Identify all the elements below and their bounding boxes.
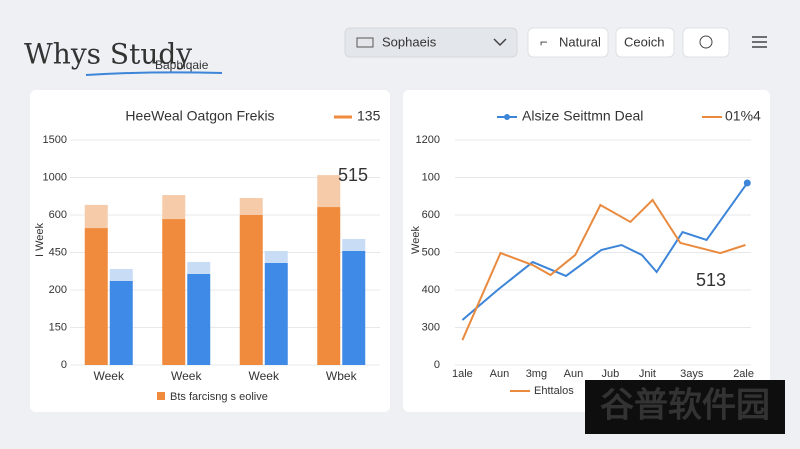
icon	[699, 35, 713, 49]
line	[461, 182, 749, 321]
legend-marker	[504, 114, 510, 120]
bar	[239, 215, 263, 365]
y-tick-label: 1000	[43, 171, 67, 183]
line	[461, 198, 746, 341]
button[interactable]	[527, 27, 609, 58]
x-tick-label: Week	[171, 369, 202, 383]
x-tick-label: Jub	[602, 368, 620, 380]
bar	[187, 273, 211, 365]
x-tick-label: 3mg	[526, 368, 547, 380]
y-tick-label: 450	[49, 246, 67, 258]
legend-note: Ehttalos	[534, 385, 574, 397]
legend-label: Alsize Seittmn Deal	[522, 108, 643, 124]
bar	[162, 219, 186, 365]
x-tick-label: Aun	[564, 368, 584, 380]
underline	[85, 71, 223, 76]
bar	[109, 281, 133, 365]
legend-label: Bts farcisng s eolive	[170, 391, 268, 403]
bar	[162, 195, 186, 220]
y-tick-label: 600	[422, 209, 440, 221]
y-tick-label: 1200	[416, 134, 440, 146]
y-tick-label: 500	[422, 246, 440, 258]
annotation: 513	[696, 270, 726, 290]
y-tick-label: 600	[49, 209, 67, 221]
y-tick-label: 0	[61, 359, 67, 371]
bar	[342, 239, 366, 251]
y-tick-label: 150	[49, 321, 67, 333]
icon-button[interactable]	[682, 27, 730, 58]
bar	[187, 261, 211, 274]
button-label: Ceoich	[624, 34, 664, 49]
y-tick-label: 200	[49, 284, 67, 296]
x-tick-label: 1ale	[452, 368, 473, 380]
y-tick-label: 400	[422, 284, 440, 296]
bar	[317, 207, 341, 365]
x-tick-label: Week	[249, 369, 280, 383]
dropdown-label: Sophaeis	[382, 34, 437, 49]
legend-swatch	[157, 392, 165, 400]
bar	[342, 251, 366, 365]
x-tick-label: Wbek	[326, 369, 358, 383]
x-tick-label: Jnit	[639, 368, 656, 380]
legend-label: 01%4	[725, 108, 761, 124]
bar	[264, 263, 288, 365]
x-tick-label: 2ale	[733, 368, 754, 380]
app-subtitle: Baphiqaie	[155, 58, 209, 72]
watermark-bg	[585, 380, 785, 434]
chevron	[493, 38, 507, 47]
y-axis-label: Week	[410, 226, 422, 254]
app-title: Whys Study	[24, 38, 192, 71]
y-tick-label: 0	[434, 359, 440, 371]
x-tick-label: 3ays	[680, 368, 704, 380]
legend-note: 135	[357, 108, 381, 124]
card	[403, 90, 770, 412]
dropdown[interactable]	[344, 27, 518, 58]
dropdown-icon	[356, 37, 374, 48]
bar	[264, 251, 288, 263]
bar	[84, 228, 108, 365]
button-label: Natural	[559, 34, 601, 49]
chart-title: HeeWeal Oatgon Frekis	[125, 108, 274, 124]
end-marker	[743, 179, 751, 187]
y-tick-label: 1500	[43, 134, 67, 146]
y-tick-label: 100	[422, 171, 440, 183]
x-tick-label: Aun	[490, 368, 510, 380]
button[interactable]	[615, 27, 675, 58]
menu-icon[interactable]	[752, 36, 767, 48]
y-axis-label: I Week	[34, 222, 46, 257]
x-tick-label: Week	[94, 369, 125, 383]
watermark: 谷普软件园	[600, 386, 770, 426]
button-icon: ⌐	[540, 34, 548, 49]
annotation: 515	[338, 165, 368, 185]
bar	[84, 204, 108, 229]
bar	[317, 175, 341, 208]
bar	[109, 269, 133, 281]
bar	[239, 198, 263, 215]
y-tick-label: 300	[422, 321, 440, 333]
